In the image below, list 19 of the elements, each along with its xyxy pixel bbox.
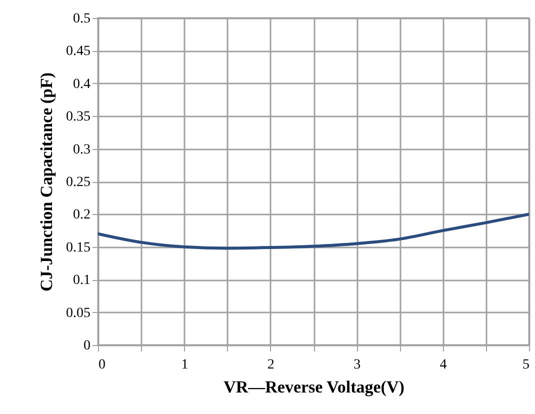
y-tick-label: 0.1 — [73, 273, 90, 288]
x-tick-label: 4 — [440, 358, 447, 372]
y-tick-label: 0.4 — [73, 76, 90, 92]
x-tick-label: 0 — [98, 358, 106, 372]
y-tick-label: 0.35 — [66, 110, 90, 125]
x-axis-title: VR—Reverse Voltage(V) — [224, 378, 404, 396]
y-tick-label: 0.25 — [66, 175, 90, 190]
x-tick-label: 2 — [267, 358, 274, 372]
x-tick-label: 3 — [354, 358, 361, 372]
x-tick-label: 1 — [181, 358, 188, 372]
y-tick-label: 0.2 — [73, 208, 90, 223]
y-tick-label: 0.15 — [66, 240, 90, 256]
y-tick-label: 0.45 — [66, 44, 90, 60]
y-tick-label: 0.3 — [73, 142, 90, 158]
y-tick-label: 0.05 — [66, 306, 90, 321]
y-tick-label: 0 — [84, 338, 90, 354]
y-tick-label: 0.5 — [73, 12, 90, 26]
y-axis-title: CJ-Junction Capacitance (pF) — [37, 72, 56, 292]
x-tick-label: 5 — [522, 358, 530, 372]
